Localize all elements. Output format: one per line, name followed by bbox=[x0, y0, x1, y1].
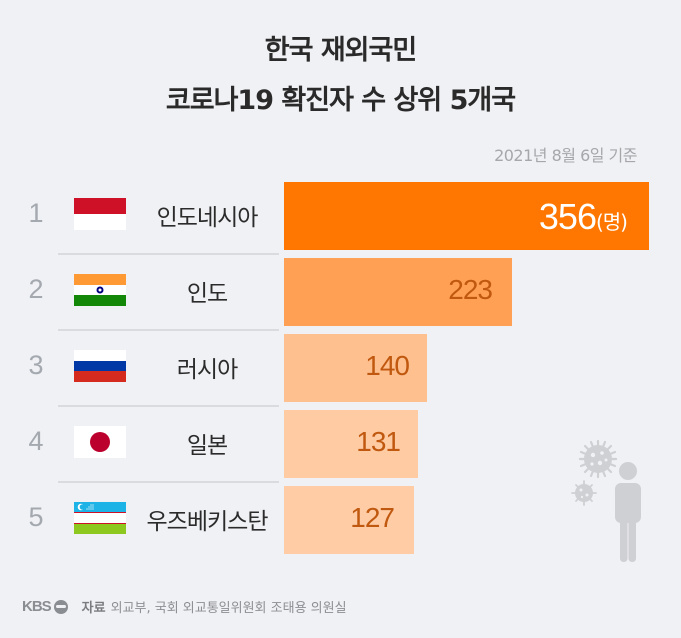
kbs-logo-icon bbox=[53, 599, 68, 614]
bar: 356(명) bbox=[284, 182, 649, 250]
value-number: 356 bbox=[538, 196, 597, 237]
country-label: 인도 bbox=[186, 281, 228, 307]
divider bbox=[58, 481, 279, 483]
rank-number: 2 bbox=[28, 274, 44, 304]
bar: 127 bbox=[284, 486, 414, 554]
bar-value: 223 bbox=[448, 274, 493, 305]
rank-number: 4 bbox=[28, 426, 44, 456]
country-label: 일본 bbox=[186, 433, 228, 459]
bar-value: 140 bbox=[365, 350, 410, 381]
virus-icon bbox=[571, 480, 597, 506]
country-label: 우즈베키스탄 bbox=[146, 509, 269, 535]
title-line-1: 한국 재외국민 bbox=[264, 35, 417, 66]
bar-value: 127 bbox=[350, 502, 395, 533]
country-label: 러시아 bbox=[176, 357, 238, 383]
japan-flag-icon bbox=[74, 426, 126, 458]
bar: 223 bbox=[284, 258, 512, 326]
title-line-2: 코로나19 확진자 수 상위 5개국 bbox=[165, 85, 516, 116]
rank-number: 1 bbox=[28, 198, 44, 228]
virus-icon bbox=[578, 439, 618, 479]
source-label: 자료 bbox=[81, 601, 106, 616]
russia-flag-icon bbox=[74, 350, 126, 382]
indonesia-flag-icon bbox=[74, 198, 126, 230]
uzbekistan-flag-icon bbox=[74, 502, 126, 534]
illustration bbox=[565, 438, 675, 563]
bar-value: 131 bbox=[356, 426, 401, 457]
chart-row: 5 우즈베키스탄 127 bbox=[0, 486, 681, 554]
india-flag-icon bbox=[74, 274, 126, 306]
divider bbox=[58, 253, 279, 255]
bar: 131 bbox=[284, 410, 418, 478]
divider bbox=[58, 405, 279, 407]
divider bbox=[58, 329, 279, 331]
bar-value: 356(명) bbox=[538, 196, 628, 238]
source-text: 외교부, 국회 외교통일위원회 조태용 의원실 bbox=[110, 601, 347, 616]
person-icon bbox=[615, 462, 641, 562]
rank-number: 5 bbox=[28, 502, 44, 532]
virus-person-illustration bbox=[571, 439, 641, 562]
chart-row: 4 일본 131 bbox=[0, 410, 681, 478]
chart-row: 2 인도 223 bbox=[0, 258, 681, 326]
chart-row: 3 러시아 140 bbox=[0, 334, 681, 402]
rank-number: 3 bbox=[28, 350, 44, 380]
value-unit: (명) bbox=[595, 210, 628, 234]
footer: KBS 자료 외교부, 국회 외교통일위원회 조태용 의원실 bbox=[22, 597, 347, 616]
chart-row: 1 인도네시아 356(명) bbox=[0, 182, 681, 250]
kbs-logo: KBS bbox=[22, 598, 52, 615]
bar: 140 bbox=[284, 334, 427, 402]
date-note: 2021년 8월 6일 기준 bbox=[494, 146, 637, 165]
country-label: 인도네시아 bbox=[156, 205, 259, 231]
